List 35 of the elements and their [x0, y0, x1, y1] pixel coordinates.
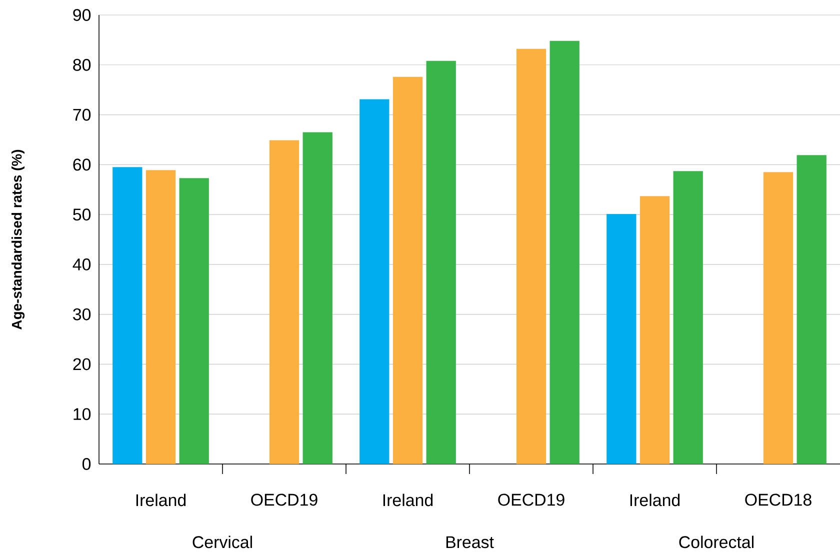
text: Breast	[446, 536, 494, 548]
x-tick-label: OECD19	[251, 494, 318, 506]
bar	[146, 170, 176, 464]
y-tick-label: 80	[73, 58, 91, 71]
x-tick-label: Ireland	[630, 494, 680, 506]
bar	[516, 48, 546, 464]
bar	[112, 167, 142, 464]
bar	[360, 99, 390, 464]
x-tick-label: OECD18	[745, 494, 812, 506]
text: Cervical	[192, 536, 252, 548]
bar	[179, 178, 209, 464]
x-tick-label: Ireland	[136, 494, 186, 506]
bar	[640, 196, 670, 464]
text: Colorectal	[679, 536, 754, 548]
y-tick-label: 30	[73, 308, 91, 320]
y-tick-label: 10	[74, 408, 91, 420]
y-tick-label: 40	[72, 258, 91, 270]
bar	[550, 40, 580, 464]
y-tick-label: 90	[73, 8, 91, 21]
bar	[606, 214, 636, 464]
y-tick-label: 60	[73, 158, 91, 171]
x-tick-label: OECD19	[498, 494, 564, 506]
bar	[269, 140, 300, 464]
bar	[763, 172, 794, 464]
bar	[302, 132, 332, 464]
y-tick-label: 20	[73, 358, 91, 370]
x-tick-label: Ireland	[383, 494, 433, 506]
bar	[796, 155, 826, 464]
y-tick-label: 50	[73, 208, 91, 221]
bar	[426, 60, 456, 464]
bar	[392, 76, 423, 464]
y-tick-label: 70	[73, 108, 91, 121]
y-tick-label: 0	[82, 458, 91, 470]
bar	[673, 171, 703, 464]
y-axis-title: Age-standardised rates (%)	[11, 150, 25, 330]
